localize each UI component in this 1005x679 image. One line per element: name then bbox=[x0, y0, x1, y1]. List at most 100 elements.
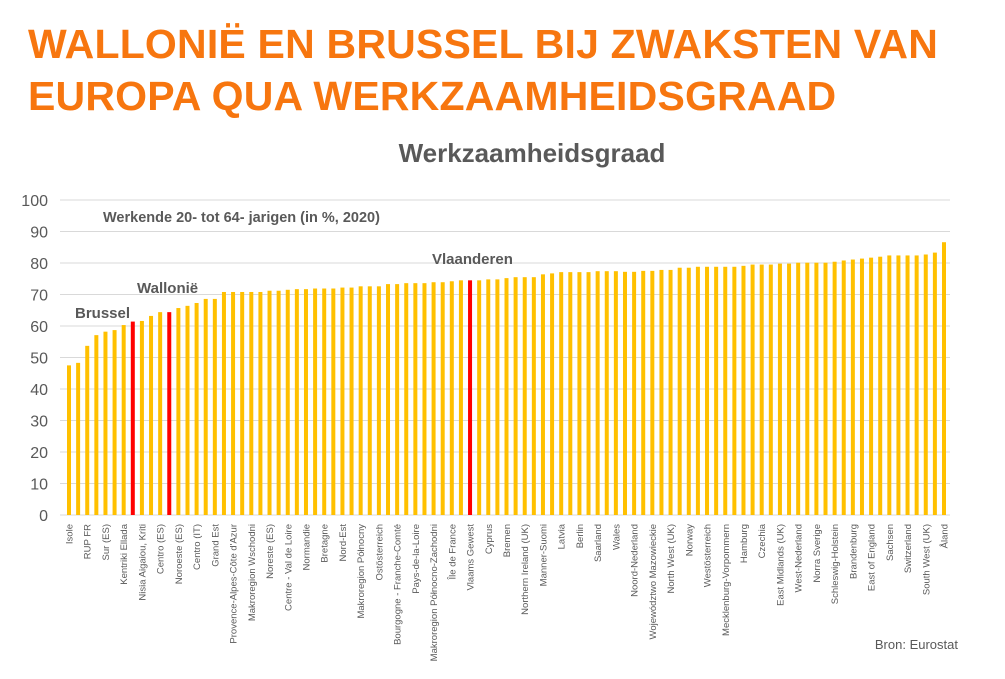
bar bbox=[750, 264, 755, 515]
highlight-annotation: Brussel bbox=[75, 305, 130, 322]
highlight-annotation: Vlaanderen bbox=[432, 251, 513, 268]
x-tick-label: South West (UK) bbox=[921, 524, 932, 595]
y-tick-label: 0 bbox=[39, 508, 48, 525]
bar bbox=[932, 252, 937, 516]
x-tick-label: Województwo Mazowieckie bbox=[648, 524, 659, 639]
bar-highlight bbox=[167, 312, 172, 515]
bar bbox=[440, 282, 445, 515]
bar bbox=[604, 271, 609, 515]
x-tick-label: Centro (ES) bbox=[156, 524, 167, 574]
bar bbox=[659, 269, 664, 515]
bar bbox=[449, 281, 454, 515]
bar bbox=[714, 266, 719, 515]
bar bbox=[94, 335, 99, 515]
bar bbox=[695, 266, 700, 515]
bar bbox=[185, 305, 190, 515]
bar bbox=[85, 345, 90, 515]
x-tick-label: Normandie bbox=[301, 524, 312, 570]
bar bbox=[203, 298, 208, 515]
x-tick-label: Isole bbox=[65, 524, 76, 544]
x-tick-label: Makroregion Wschodni bbox=[247, 524, 258, 621]
x-tick-label: Latvia bbox=[557, 523, 568, 549]
bar bbox=[331, 288, 336, 515]
bar bbox=[805, 262, 810, 515]
bar bbox=[741, 265, 746, 515]
bar bbox=[486, 279, 491, 515]
x-tick-label: Westösterreich bbox=[703, 524, 714, 587]
x-tick-label: Sachsen bbox=[885, 524, 896, 561]
x-tick-label: Sur (ES) bbox=[101, 524, 112, 560]
bar bbox=[568, 272, 573, 515]
y-tick-label: 20 bbox=[30, 445, 48, 462]
x-tick-label: Bremen bbox=[502, 524, 513, 557]
x-tick-label: Provence-Alpes-Côte d'Azur bbox=[229, 524, 240, 644]
x-tick-label: Manner-Suomi bbox=[538, 524, 549, 586]
x-tick-label: RUP FR bbox=[83, 524, 94, 559]
bar bbox=[650, 270, 655, 515]
x-tick-label: Saarland bbox=[593, 524, 604, 562]
bar bbox=[613, 271, 618, 515]
x-tick-label: Makroregion Północno-Zachodni bbox=[429, 524, 440, 661]
bar bbox=[340, 287, 345, 515]
bar bbox=[212, 298, 217, 515]
bar bbox=[550, 273, 555, 515]
bar bbox=[194, 303, 199, 515]
x-tick-label: Cyprus bbox=[484, 524, 495, 554]
x-tick-label: Northern Ireland (UK) bbox=[520, 524, 531, 615]
x-tick-label: Kentriki Ellada bbox=[119, 523, 130, 584]
x-tick-label: Berlin bbox=[575, 524, 586, 548]
bar-highlight bbox=[130, 321, 135, 515]
bar bbox=[303, 289, 308, 515]
bar bbox=[76, 362, 81, 515]
x-tick-label: East Midlands (UK) bbox=[775, 524, 786, 606]
bar bbox=[705, 266, 710, 515]
y-tick-label: 90 bbox=[30, 225, 48, 242]
bar bbox=[285, 289, 290, 515]
bar bbox=[367, 286, 372, 515]
bar bbox=[103, 331, 108, 515]
bar bbox=[358, 286, 363, 515]
x-tick-label: Åland bbox=[940, 524, 951, 548]
bar bbox=[276, 290, 281, 515]
x-tick-label: East of England bbox=[867, 524, 878, 591]
bar bbox=[258, 291, 263, 515]
y-tick-label: 60 bbox=[30, 319, 48, 336]
x-tick-label: Mecklenburg-Vorpommern bbox=[721, 524, 732, 636]
bar bbox=[732, 266, 737, 515]
bar bbox=[495, 279, 500, 515]
headline-line-2: EUROPA QUA WERKZAAMHEIDSGRAAD bbox=[28, 73, 837, 119]
bar bbox=[386, 284, 391, 515]
bar bbox=[413, 283, 418, 515]
bar bbox=[768, 264, 773, 515]
source-note: Bron: Eurostat bbox=[875, 637, 958, 652]
x-tick-label: West-Nederland bbox=[794, 524, 805, 592]
headline-line-1: WALLONIË EN BRUSSEL BIJ ZWAKSTEN VAN bbox=[28, 21, 939, 67]
bar bbox=[422, 283, 427, 515]
bar bbox=[112, 330, 117, 515]
x-tick-label: Bourgogne - Franche-Comté bbox=[393, 524, 404, 645]
x-tick-label: Centre - Val de Loire bbox=[283, 524, 294, 611]
bar bbox=[231, 291, 236, 515]
bar bbox=[832, 261, 837, 515]
highlight-annotation: Wallonië bbox=[137, 280, 198, 297]
bar bbox=[531, 277, 536, 515]
x-tick-label: Brandenburg bbox=[848, 524, 859, 579]
bar bbox=[668, 269, 673, 515]
bar bbox=[477, 280, 482, 515]
bar bbox=[322, 288, 327, 515]
bar bbox=[395, 284, 400, 515]
bar bbox=[176, 308, 181, 515]
bar bbox=[878, 256, 883, 515]
x-tick-label: Centro (IT) bbox=[192, 524, 203, 570]
chart-title: Werkzaamheidsgraad bbox=[399, 138, 666, 168]
bar bbox=[121, 325, 126, 515]
bar bbox=[759, 264, 764, 515]
x-tick-label: Wales bbox=[611, 524, 622, 550]
bar bbox=[677, 267, 682, 515]
bar bbox=[267, 290, 272, 515]
bar bbox=[869, 257, 874, 515]
bar bbox=[586, 272, 591, 515]
bar bbox=[404, 283, 409, 515]
x-tick-label: Noroeste (ES) bbox=[174, 524, 185, 584]
bar bbox=[240, 291, 245, 515]
